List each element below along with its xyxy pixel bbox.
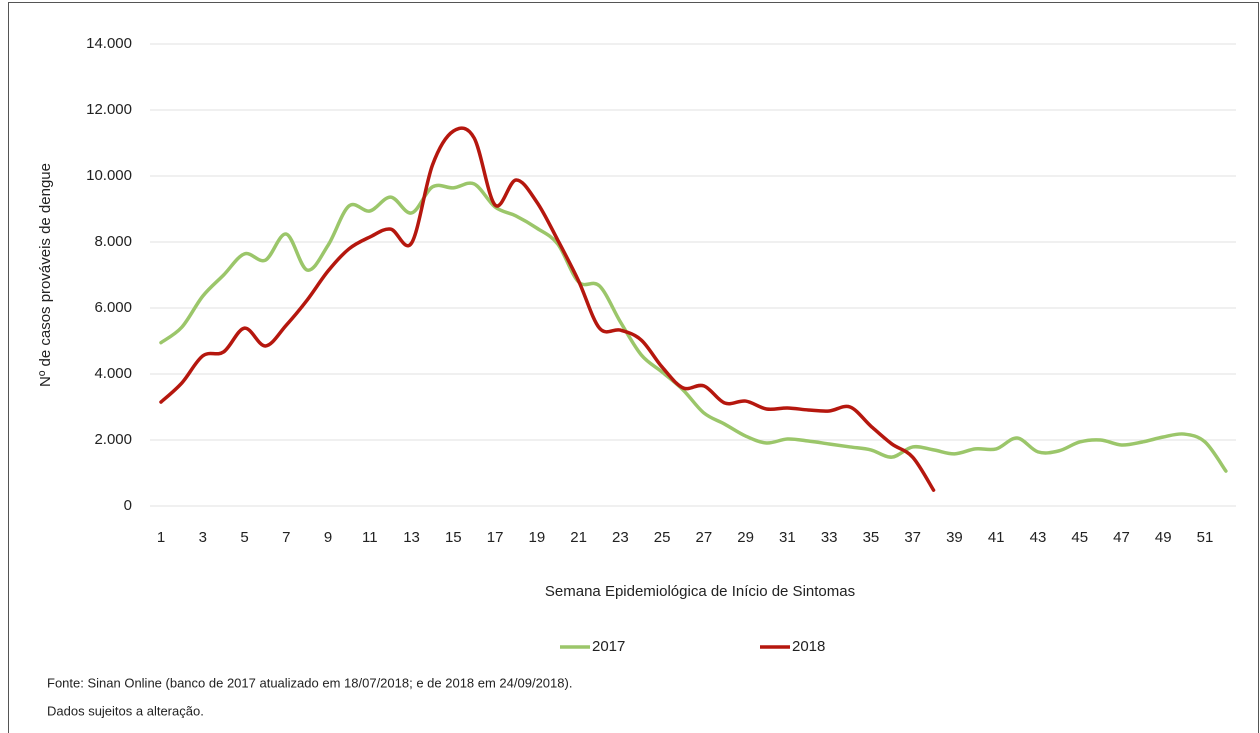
x-tick-label: 43 xyxy=(1030,529,1047,546)
x-tick-label: 15 xyxy=(445,529,462,546)
x-tick-label: 37 xyxy=(904,529,921,546)
legend-label: 2018 xyxy=(792,638,825,655)
x-tick-label: 45 xyxy=(1071,529,1088,546)
x-tick-label: 17 xyxy=(487,529,504,546)
x-tick-label: 7 xyxy=(282,529,290,546)
x-tick-label: 11 xyxy=(362,529,378,546)
x-tick-label: 1 xyxy=(157,529,165,546)
x-tick-label: 33 xyxy=(821,529,838,546)
note: Dados sujeitos a alteração. xyxy=(47,703,204,718)
y-tick-label: 0 xyxy=(124,497,132,514)
series-line xyxy=(159,181,1228,473)
x-tick-label: 5 xyxy=(240,529,248,546)
x-tick-label: 47 xyxy=(1113,529,1130,546)
x-tick-label: 51 xyxy=(1197,529,1214,546)
x-tick-label: 13 xyxy=(403,529,420,546)
x-tick-label: 29 xyxy=(737,529,754,546)
legend-label: 2017 xyxy=(592,638,625,655)
x-axis-label: Semana Epidemiológica de Início de Sinto… xyxy=(545,583,855,600)
y-tick-label: 14.000 xyxy=(86,35,132,52)
x-tick-label: 39 xyxy=(946,529,963,546)
y-axis-label: Nº de casos prováveis de dengue xyxy=(37,163,54,387)
x-tick-label: 3 xyxy=(199,529,207,546)
x-tick-label: 19 xyxy=(528,529,545,546)
x-tick-label: 21 xyxy=(570,529,587,546)
y-tick-label: 8.000 xyxy=(94,233,132,250)
x-tick-label: 9 xyxy=(324,529,332,546)
note: Fonte: Sinan Online (banco de 2017 atual… xyxy=(47,675,572,690)
y-tick-label: 2.000 xyxy=(94,431,132,448)
series-line xyxy=(159,126,936,492)
x-tick-label: 23 xyxy=(612,529,629,546)
y-tick-label: 12.000 xyxy=(86,101,132,118)
y-tick-label: 10.000 xyxy=(86,167,132,184)
y-tick-label: 4.000 xyxy=(94,365,132,382)
frame xyxy=(8,2,1259,733)
x-tick-label: 41 xyxy=(988,529,1005,546)
x-tick-label: 25 xyxy=(654,529,671,546)
x-tick-label: 49 xyxy=(1155,529,1172,546)
y-tick-label: 6.000 xyxy=(94,299,132,316)
x-tick-label: 35 xyxy=(863,529,880,546)
x-tick-label: 31 xyxy=(779,529,796,546)
x-tick-label: 27 xyxy=(696,529,713,546)
